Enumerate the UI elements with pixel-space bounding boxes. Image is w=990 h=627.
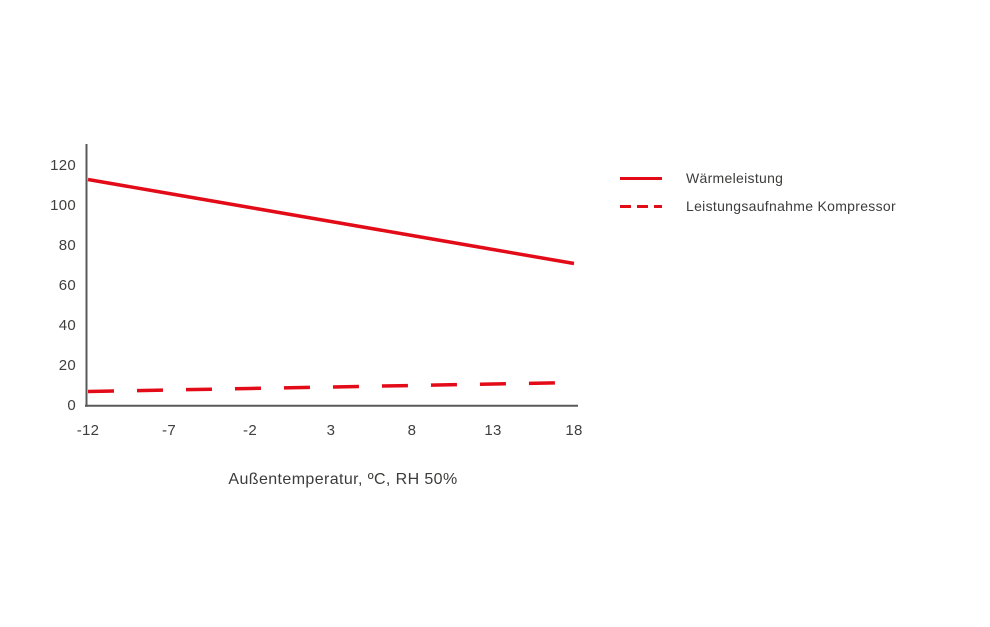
- x-tick-label: 18: [565, 422, 583, 439]
- legend: Wärmeleistung Leistungsaufnahme Kompress…: [620, 164, 896, 220]
- x-tick-label: -2: [243, 422, 257, 439]
- x-axis-title: Außentemperatur, ºC, RH 50%: [228, 471, 458, 488]
- dashed-line-swatch-icon: [620, 204, 662, 208]
- y-tick-label: 0: [67, 396, 76, 414]
- y-tick-label: 40: [58, 316, 76, 334]
- y-tick-label: 60: [58, 276, 76, 294]
- x-tick-label: -7: [162, 422, 176, 439]
- solid-line-swatch-icon: [620, 176, 662, 180]
- legend-item-leistungsaufnahme: Leistungsaufnahme Kompressor: [620, 192, 896, 220]
- x-tick-label: 8: [407, 422, 417, 439]
- y-tick-label: 80: [58, 236, 76, 254]
- y-tick-label: 20: [58, 356, 76, 374]
- y-tick-label: 100: [50, 196, 76, 214]
- legend-label: Wärmeleistung: [686, 170, 784, 186]
- series-line-solid: [87, 177, 575, 266]
- legend-label: Leistungsaufnahme Kompressor: [686, 198, 896, 214]
- series-line-dashed: [87, 380, 575, 394]
- x-tick-label: 3: [326, 422, 336, 439]
- x-tick-label: -12: [76, 422, 100, 439]
- legend-item-waermeleistung: Wärmeleistung: [620, 164, 896, 192]
- y-tick-label: 120: [50, 156, 76, 174]
- x-tick-label: 13: [484, 422, 502, 439]
